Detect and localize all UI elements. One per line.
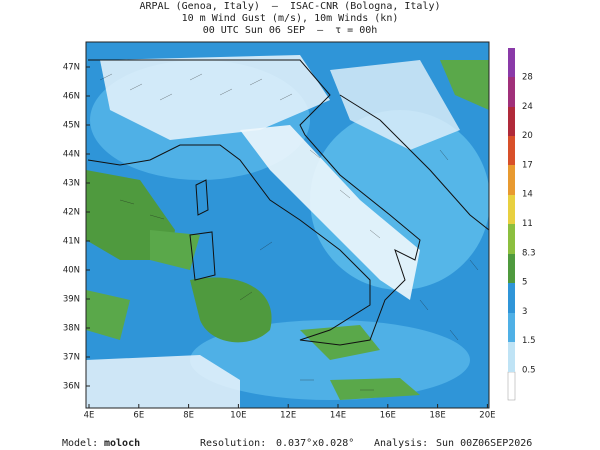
longitude-label: 6E [133,411,144,421]
coastline [189,179,216,281]
gust-area [190,277,272,343]
latitude-label: 41N [63,237,80,247]
gust-area [440,60,489,110]
colorbar-swatch [508,107,515,136]
longitude-label: 4E [84,411,95,421]
latitude-label: 38N [63,324,80,334]
low-gust [240,125,420,300]
header-line: ARPAL (Genoa, Italy) – ISAC-CNR (Bologna… [139,1,440,12]
header-line: 00 UTC Sun 06 SEP – τ = 00h [203,25,378,36]
colorbar-label: 11 [522,219,533,229]
colorbar [507,48,516,401]
footer-value: Sun 00Z06SEP2026 [436,438,532,449]
longitude-label: 10E [230,411,246,421]
colorbar-label: 24 [522,102,533,112]
colorbar-swatch [508,165,515,195]
latitude-label: 37N [63,353,80,363]
colorbar-swatch [508,313,515,342]
longitude-label: 18E [430,411,446,421]
gust-area [150,230,200,270]
low-gust [100,55,330,140]
colorbar-swatch [507,371,516,401]
colorbar-swatch [508,136,515,165]
longitude-label: 14E [330,411,346,421]
latitude-label: 43N [63,179,80,189]
colorbar-swatch [508,195,515,224]
colorbar-label: 8.3 [522,248,536,258]
colorbar-label: 3 [522,307,527,317]
colorbar-swatch [508,48,515,77]
map-frame [85,41,490,409]
gust-area [86,290,130,340]
colorbar-label: 5 [522,278,527,288]
colorbar-label: 14 [522,190,533,200]
colorbar-label: 1.5 [522,336,536,346]
longitude-label: 12E [280,411,296,421]
latitude-label: 44N [63,150,80,160]
footer-label: Resolution: [200,438,266,449]
gust-area [330,378,420,400]
colorbar-swatch [508,254,515,283]
latitude-label: 45N [63,121,80,131]
colorbar-label: 0.5 [522,366,536,376]
low-gust [86,355,240,408]
footer-label: Analysis: [374,438,428,449]
colorbar-swatch [508,342,515,372]
colorbar-swatch [508,77,515,107]
coastline [87,59,421,346]
map-field [86,42,489,408]
footer-value: 0.037°x0.028° [276,438,354,449]
longitude-label: 16E [380,411,396,421]
coastline [339,94,489,231]
latitude-label: 47N [63,63,80,73]
header-line: 10 m Wind Gust (m/s), 10m Winds (kn) [182,13,399,24]
latitude-label: 36N [63,382,80,392]
wind-barbs [99,73,479,391]
latitude-label: 40N [63,266,80,276]
colorbar-label: 20 [522,131,533,141]
latitude-label: 46N [63,92,80,102]
colorbar-swatch [508,283,515,313]
colorbar-label: 17 [522,160,533,170]
latitude-label: 42N [63,208,80,218]
longitude-label: 20E [479,411,495,421]
colorbar-swatch [508,224,515,254]
low-gust [330,60,460,150]
longitude-label: 8E [183,411,194,421]
colorbar-label: 28 [522,73,533,83]
footer-label: Model: [62,438,98,449]
footer-value: moloch [104,438,140,449]
latitude-label: 39N [63,295,80,305]
